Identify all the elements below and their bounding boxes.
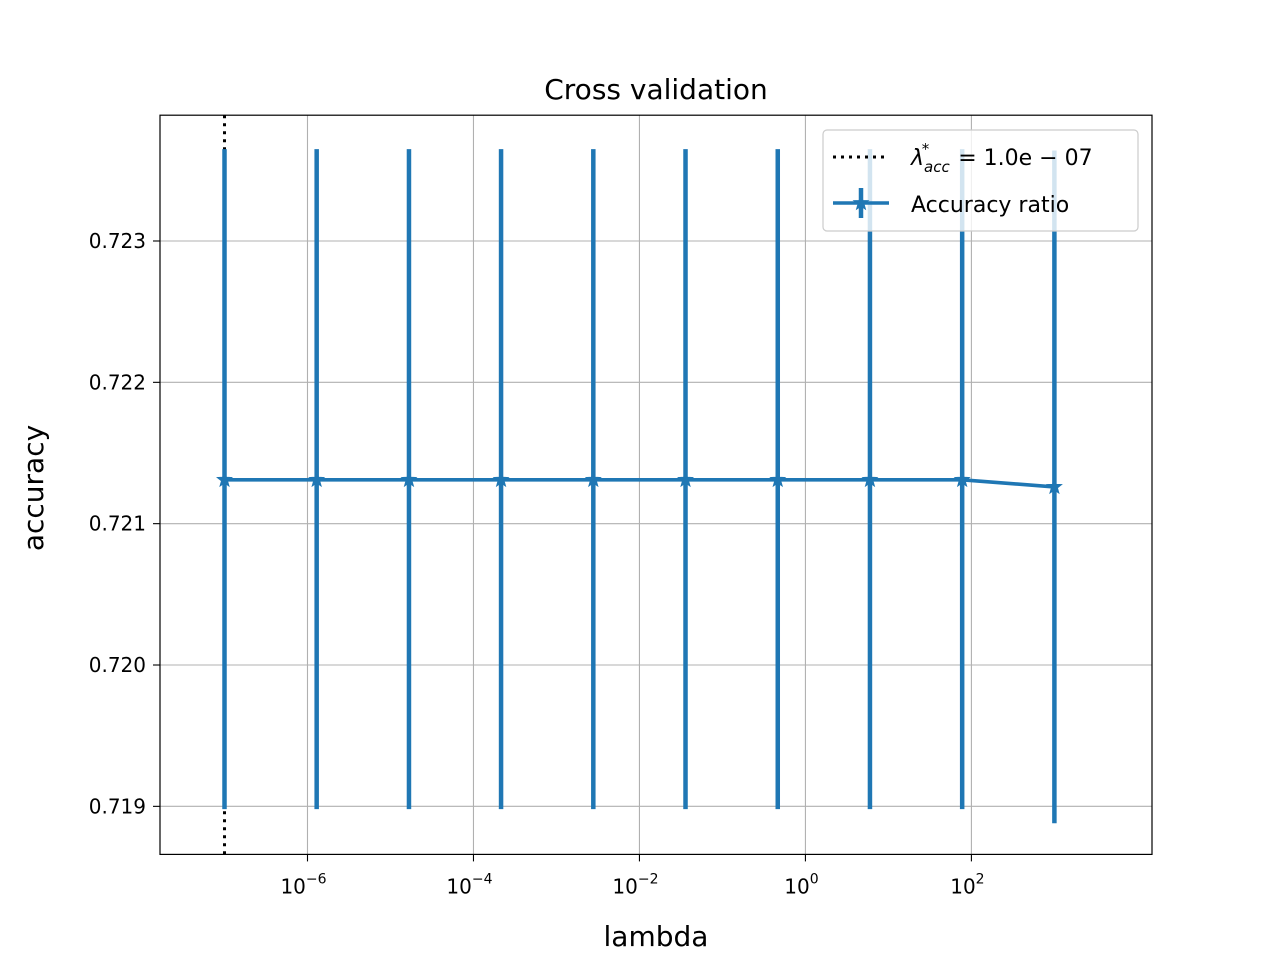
legend-series-label: Accuracy ratio (911, 193, 1069, 218)
x-tick-label: 10−4 (446, 871, 492, 898)
y-tick-label: 0.721 (89, 512, 146, 536)
data-point-marker (308, 470, 326, 488)
x-tick-label: 102 (950, 871, 984, 898)
legend-marker-swatch (852, 194, 870, 211)
x-axis-ticks: 10−6 10−4 10−2 100 102 (280, 854, 985, 898)
legend-optimal-lambda-label: λacc* = 1.0e − 07 (910, 140, 1093, 176)
y-axis-ticks: 0.719 0.720 0.721 0.722 0.723 (89, 229, 160, 818)
x-axis-label: lambda (604, 920, 709, 953)
y-tick-label: 0.719 (89, 794, 146, 818)
x-tick-label: 100 (784, 871, 818, 898)
legend: λacc* = 1.0e − 07 Accuracy ratio (822, 129, 1139, 232)
y-tick-label: 0.720 (89, 653, 146, 677)
data-point-marker (216, 470, 233, 488)
data-point-marker (769, 470, 787, 488)
grid (160, 115, 1152, 855)
legend-box (822, 129, 1139, 232)
data-point-marker (953, 470, 971, 488)
x-tick-label: 10−6 (280, 871, 326, 898)
y-tick-label: 0.722 (89, 370, 146, 394)
data-point-marker (677, 470, 695, 488)
data-point-marker (584, 470, 602, 488)
plot-frame (159, 114, 1153, 856)
y-axis-label: accuracy (17, 425, 50, 551)
data-point-marker (492, 470, 510, 488)
data-point-marker (861, 470, 879, 488)
data-point-marker (400, 470, 418, 488)
accuracy-line (224, 478, 1055, 489)
data-point-marker (1045, 477, 1063, 495)
chart-title: Cross validation (544, 73, 768, 106)
x-tick-label: 10−2 (612, 871, 658, 898)
y-tick-label: 0.723 (89, 229, 146, 253)
series-layer (216, 149, 1063, 824)
